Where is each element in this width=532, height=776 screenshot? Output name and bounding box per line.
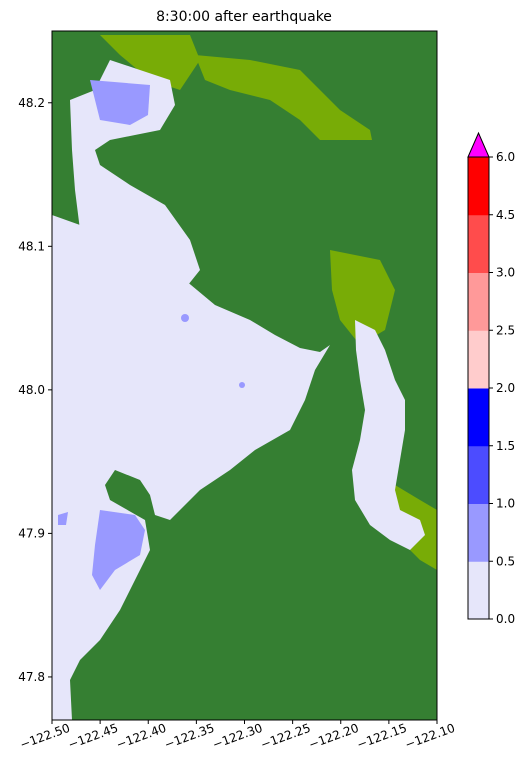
colorbar-tick-label: 2.0 [496,381,515,395]
colorbar-tick-label: 0.0 [496,612,515,626]
y-tick-label: 48.1 [18,239,45,253]
y-axis: 48.2 48.1 48.0 47.9 47.8 [18,96,52,684]
colorbar-bin [468,388,489,447]
x-tick-label: −122.25 [259,721,313,752]
water-east-inlet [352,320,425,550]
deeper-water [58,80,245,590]
colorbar-tick-label: 4.5 [496,208,515,222]
y-tick-label: 48.2 [18,96,45,110]
colorbar-bin [468,330,489,389]
colorbar-extend-arrow [467,131,490,158]
colorbar-bin [468,503,489,562]
colorbar-bin [468,445,489,504]
x-tick-label: −122.10 [403,721,457,752]
x-tick-label: −122.35 [162,721,216,752]
colorbar-tick-label: 3.0 [496,266,515,280]
colorbar-bin [468,561,489,620]
x-tick-label: −122.50 [18,721,72,752]
colorbar-bin [468,272,489,331]
x-tick-label: −122.15 [355,721,409,752]
colorbar-tick-label: 2.5 [496,323,515,337]
x-tick-label: −122.40 [114,721,168,752]
colorbar: 0.0 0.5 1.0 1.5 2.0 2.5 3.0 4.5 6.0 [467,131,515,626]
colorbar-tick-label: 1.5 [496,439,515,453]
colorbar-bin [468,214,489,273]
y-tick-label: 48.0 [18,383,45,397]
plot-title: 8:30:00 after earthquake [156,9,332,25]
map-area [52,31,437,720]
colorbar-tick-label: 6.0 [496,150,515,164]
colorbar-bin [468,157,489,216]
y-tick-label: 47.8 [18,670,45,684]
colorbar-tick-label: 0.5 [496,554,515,568]
x-axis: −122.50−122.45−122.40−122.35−122.30−122.… [18,720,457,752]
x-tick-label: −122.45 [66,721,120,752]
x-tick-label: −122.30 [211,721,265,752]
y-tick-label: 47.9 [18,526,45,540]
water-channel [170,285,310,480]
colorbar-tick-label: 1.0 [496,497,515,511]
x-tick-label: −122.20 [307,721,361,752]
